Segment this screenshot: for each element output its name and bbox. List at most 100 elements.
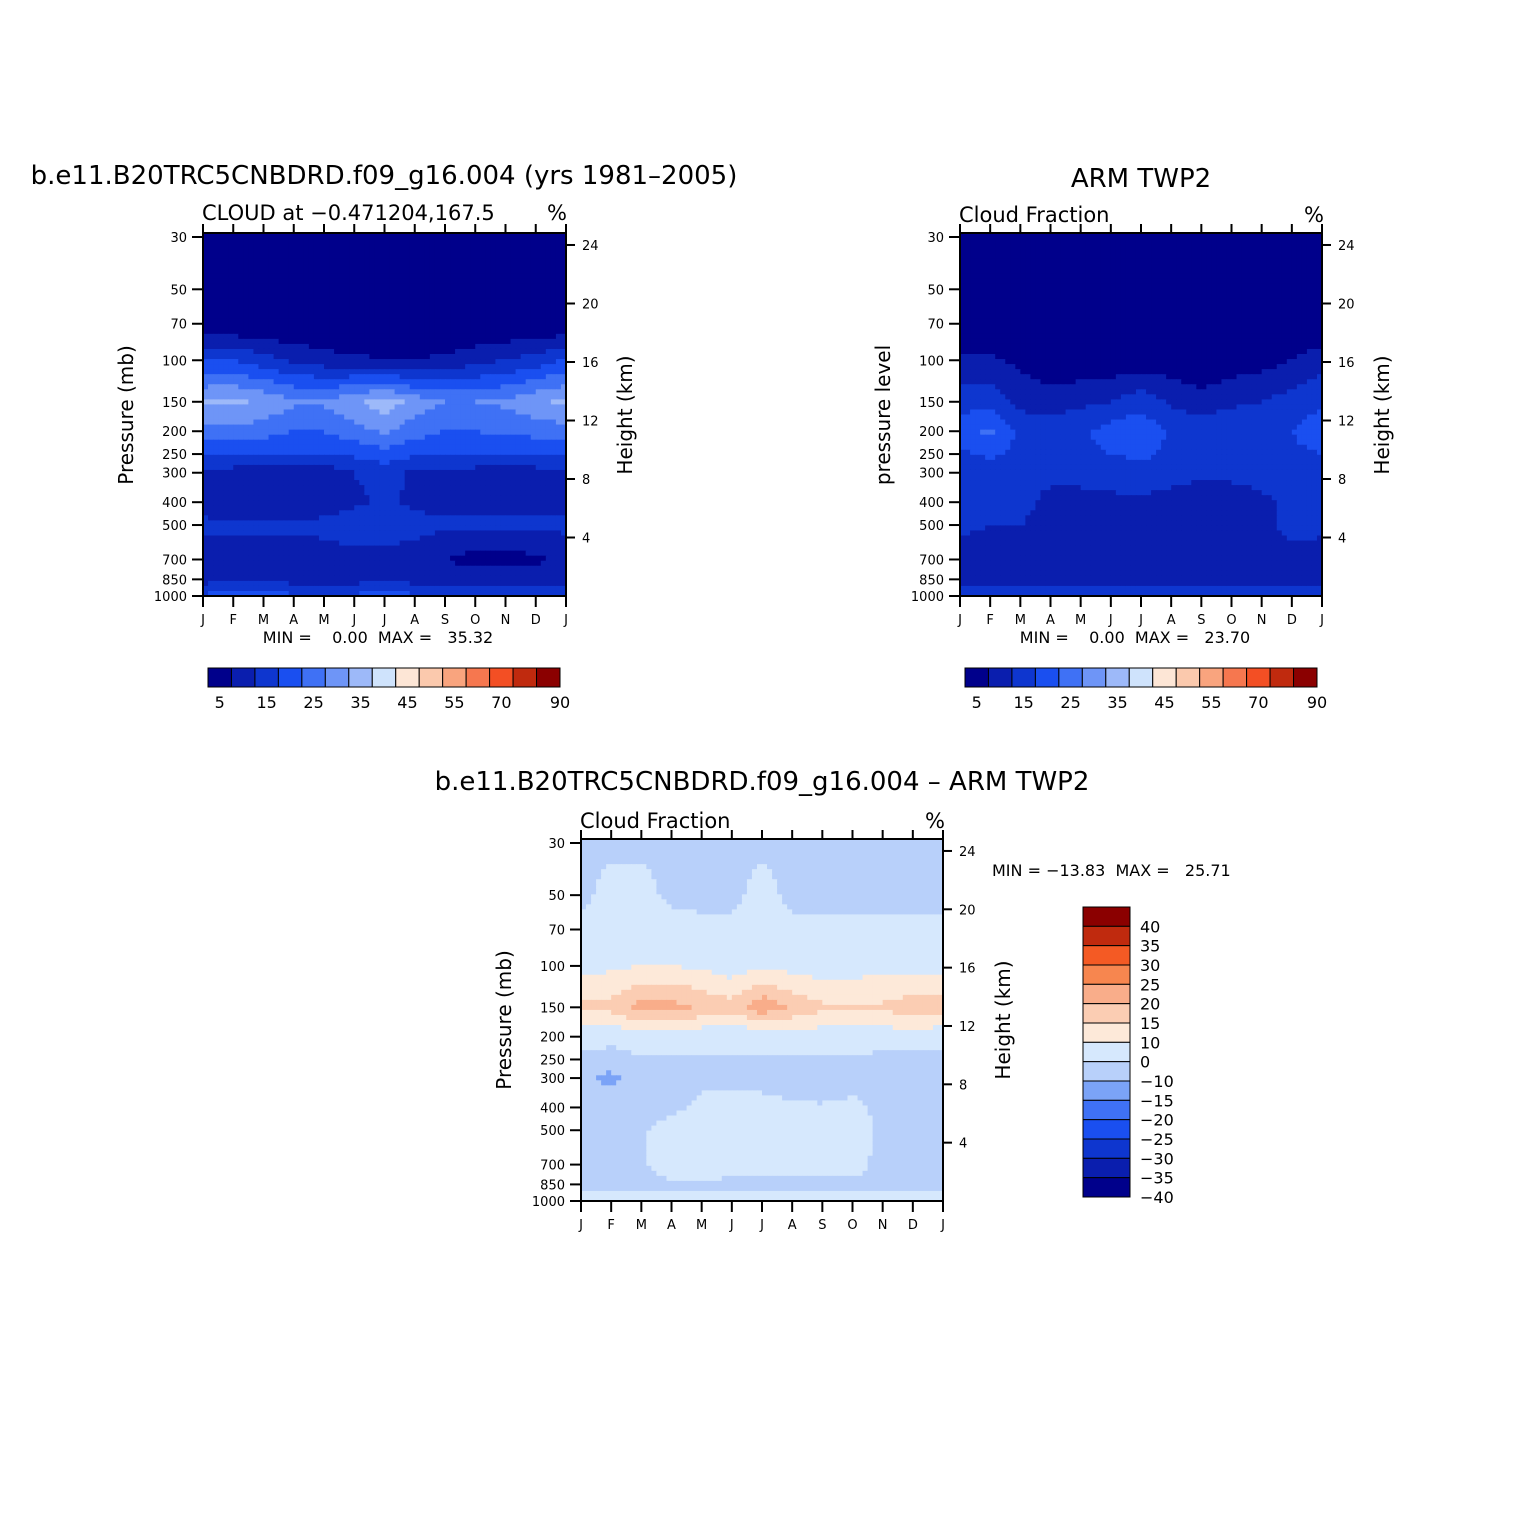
contour-cell [460,338,466,345]
contour-cell [258,243,265,249]
contour-cell [339,480,345,486]
contour-cell [475,374,481,380]
contour-cell [213,550,219,557]
contour-cell [329,268,335,274]
contour-cell [455,288,461,295]
contour-cell [318,520,325,527]
contour-cell [510,253,517,259]
contour-cell [445,480,451,486]
contour-cell [369,490,376,496]
contour-cell [490,434,497,441]
contour-cell [409,475,416,481]
contour-cell [243,510,249,516]
contour-cell [505,434,512,441]
contour-cell [228,323,234,330]
contour-cell [555,530,562,537]
contour-cell [253,525,260,532]
contour-cell [500,570,507,577]
contour-cell [414,454,421,461]
contour-cell [409,414,416,421]
contour-cell [550,379,557,385]
contour-cell [344,278,350,285]
contour-cell [475,399,481,406]
contour-cell [354,434,360,441]
contour-cell [238,434,244,441]
contour-cell [389,374,396,380]
contour-cell [268,454,275,461]
contour-cell [359,530,365,537]
contour-cell [520,399,527,406]
contour-cell [334,505,340,511]
contour-cell [409,429,416,436]
contour-cell [389,469,396,476]
contour-cell [318,459,325,466]
contour-cell [238,268,244,274]
contour-cell [384,570,391,577]
contour-cell [334,354,340,360]
contour-cell [253,475,260,481]
contour-cell [243,454,249,461]
contour-cell [389,278,396,285]
contour-cell [500,555,507,562]
contour-cell [228,343,234,350]
contour-cell [213,454,219,461]
contour-cell [419,298,426,305]
contour-cell [208,454,214,461]
contour-cell [339,555,345,562]
contour-cell [238,338,244,345]
contour-cell [334,248,340,254]
contour-cell [439,485,446,491]
contour-cell [354,555,360,562]
contour-cell [233,485,239,491]
contour-cell [540,298,547,305]
contour-cell [359,323,365,330]
contour-cell [213,374,219,380]
contour-cell [530,278,537,285]
contour-cell [414,328,421,335]
contour-cell [308,565,315,572]
contour-cell [495,505,502,511]
contour-cell [515,570,522,577]
contour-cell [495,343,502,350]
contour-cell [263,464,270,471]
contour-cell [283,268,290,274]
contour-cell [450,525,456,532]
contour-cell [434,495,441,501]
contour-cell [460,399,466,406]
contour-cell [470,243,476,249]
contour-cell [298,530,305,537]
contour-cell [470,258,476,264]
contour-cell [293,399,300,406]
contour-cell [485,293,491,300]
contour-cell [303,273,310,279]
contour-cell [359,515,365,521]
contour-cell [429,354,436,360]
contour-cell [218,293,224,300]
contour-cell [404,243,411,249]
contour-cell [434,273,441,279]
contour-cell [364,505,370,511]
contour-cell [505,449,512,456]
contour-cell [278,439,285,446]
contour-cell [419,253,426,259]
contour-cell [510,439,517,446]
contour-cell [515,338,522,345]
contour-cell [465,530,471,537]
contour-cell [243,364,249,370]
contour-cell [243,278,249,285]
contour-cell [490,263,497,269]
contour-cell [298,364,305,370]
contour-cell [419,414,426,421]
contour-cell [223,540,229,547]
contour-cell [560,555,567,562]
contour-cell [429,243,436,249]
contour-cell [324,510,330,516]
contour-cell [550,298,557,305]
contour-cell [339,343,345,350]
contour-cell [485,288,491,295]
contour-cell [298,475,305,481]
contour-cell [379,424,386,431]
contour-cell [465,374,471,380]
contour-cell [283,379,290,385]
contour-cell [434,530,441,537]
